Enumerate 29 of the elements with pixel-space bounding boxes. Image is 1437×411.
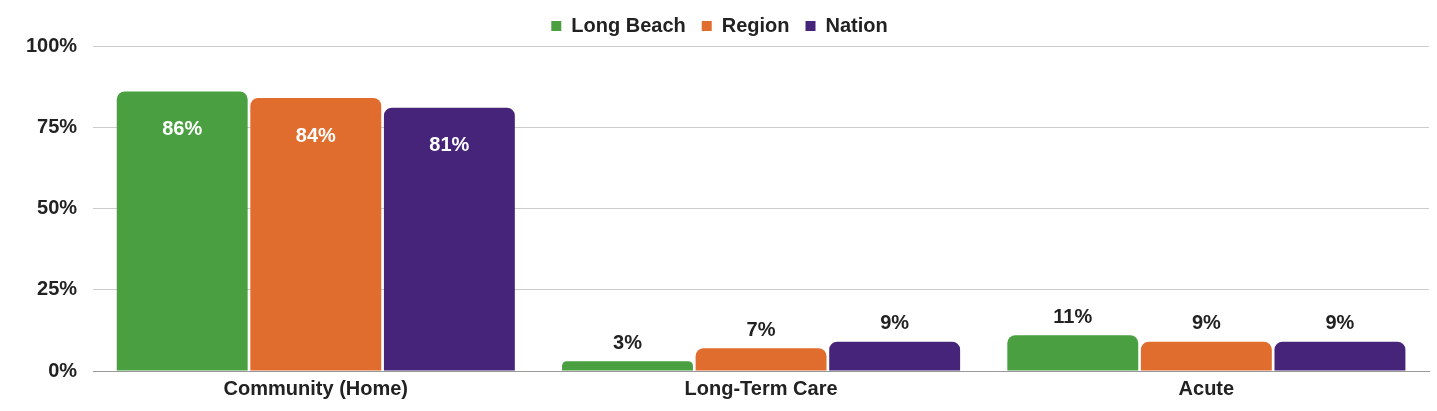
- x-tick-label: Long-Term Care: [684, 376, 838, 399]
- y-tick-label: 75%: [37, 114, 78, 137]
- data-label: 3%: [613, 330, 643, 353]
- bar: [250, 98, 382, 371]
- bar: [829, 341, 961, 371]
- bar: [695, 348, 827, 371]
- y-tick-label: 0%: [48, 358, 78, 381]
- legend-label: Region: [721, 13, 790, 36]
- data-label: 9%: [1191, 311, 1222, 334]
- x-tick-label: Community (Home): [223, 376, 409, 399]
- data-label: 84%: [295, 123, 337, 146]
- bar: [383, 107, 515, 371]
- data-label: 9%: [1325, 311, 1355, 334]
- legend-label: Long Beach: [571, 13, 686, 36]
- y-tick-label: 100%: [26, 33, 78, 56]
- data-label: 81%: [429, 133, 470, 156]
- y-tick-label: 25%: [37, 277, 78, 300]
- bar: [1140, 341, 1272, 371]
- y-tick-label: 50%: [37, 196, 78, 219]
- bar: [1274, 341, 1406, 371]
- legend-label: Nation: [825, 13, 888, 36]
- data-label: 86%: [162, 117, 203, 140]
- data-label: 7%: [746, 317, 776, 340]
- bar: [562, 361, 693, 371]
- x-tick-label: Acute: [1178, 376, 1235, 399]
- data-label: 9%: [880, 311, 910, 334]
- bar: [1007, 335, 1139, 371]
- data-label: 11%: [1053, 304, 1093, 327]
- bar: [116, 91, 248, 371]
